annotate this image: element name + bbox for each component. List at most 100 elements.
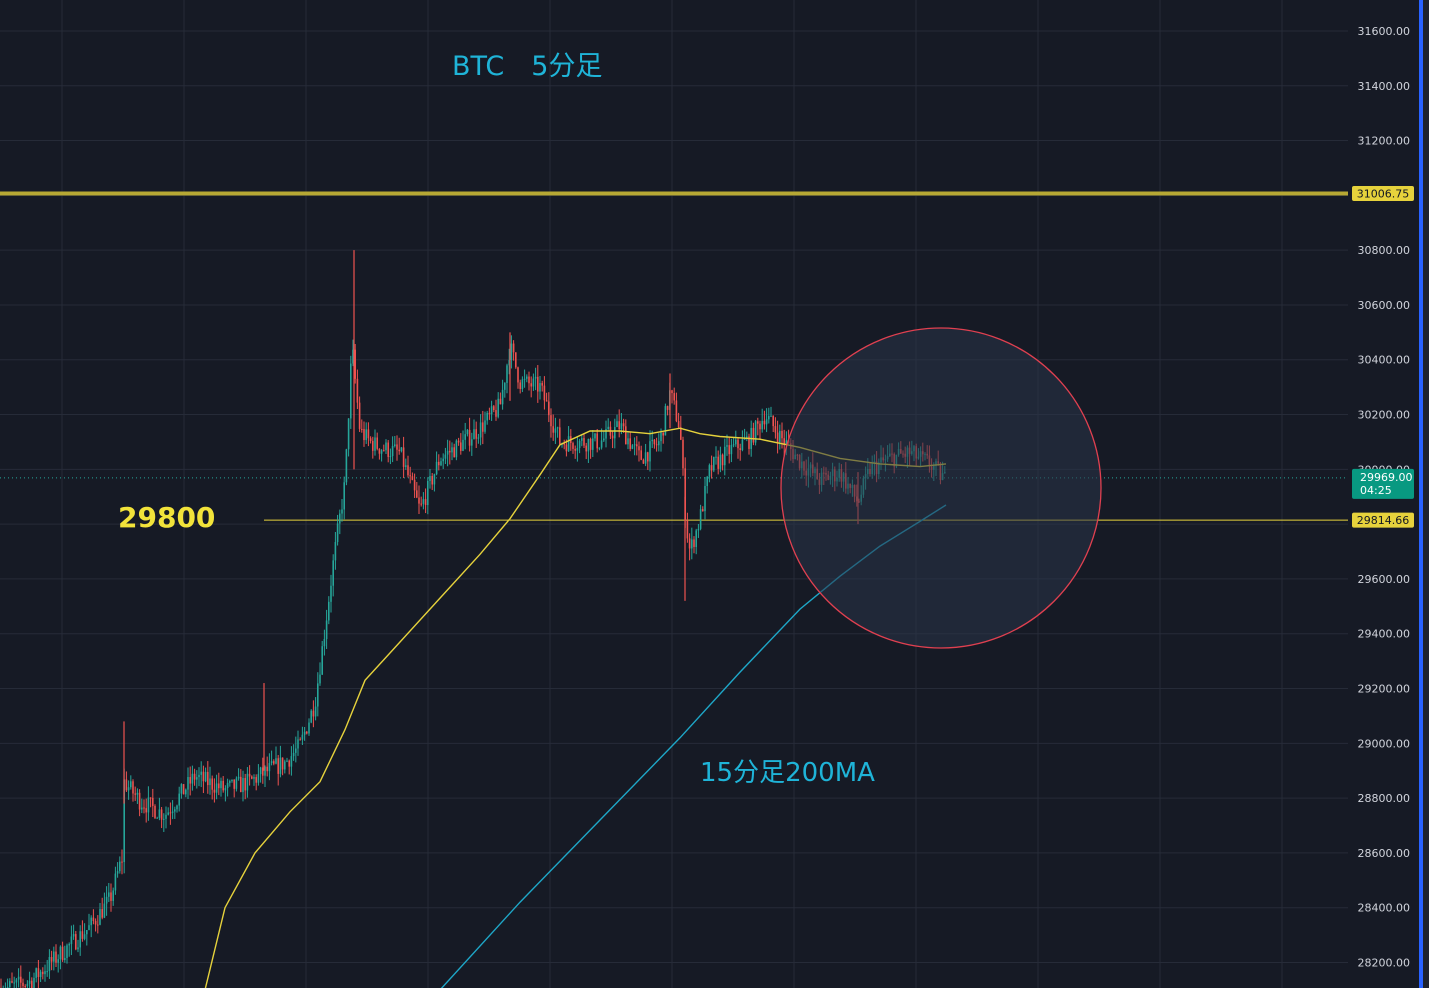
candle-body [435,461,438,475]
candle-body [286,760,288,762]
candle-body [611,435,614,439]
candle-body [642,459,645,464]
candle-body [259,767,262,775]
candle-body [369,438,372,441]
candle-body [198,774,200,778]
candle-body [132,781,134,794]
candle-body [97,924,99,926]
candle-body [152,797,154,806]
candle-body [649,441,651,462]
candle-body [625,426,627,445]
candle-body [675,400,678,422]
candle-body [372,440,374,451]
candle-body [37,968,40,978]
candle-body [607,426,609,430]
candle-body [548,401,550,416]
candle-body [556,427,559,429]
candle-body [464,434,466,440]
candle-body [658,441,660,446]
price-tick-label: 30200.00 [1358,409,1411,422]
candle-body [438,461,440,466]
candle-body [123,779,125,863]
candle-body [156,817,158,819]
candle-body [75,934,77,950]
candle-body [396,444,398,450]
candle-body [328,601,330,621]
last-price-tag: 29969.00 04:25 [1352,468,1414,499]
candle-body [585,445,587,452]
candle-body [493,406,495,411]
candle-body [314,706,317,717]
candle-body [567,436,570,452]
candle-body [457,440,460,443]
candle-body [704,485,706,512]
chart-title: BTC 5分足 [452,51,602,82]
candle-body [510,343,513,361]
candle-body [677,421,680,428]
candle-body [347,418,350,450]
candle-body [101,909,103,918]
candle-body [680,427,682,440]
candle-body [768,416,770,420]
candle-body [559,427,561,445]
candle-body [693,539,695,547]
candle-body [332,560,334,586]
candle-body [185,789,187,795]
candle-body [378,448,381,454]
scrollbar-track[interactable] [1419,0,1429,988]
candle-body [739,448,741,451]
candle-body [614,427,616,439]
candle-body [479,422,482,438]
candle-body [565,444,568,452]
candle-body [339,513,341,524]
candle-body [299,739,301,741]
candle-body [352,349,354,364]
candle-body [473,429,475,440]
candle-body [429,476,431,482]
candle-body [231,779,233,782]
candle-body [499,398,502,405]
candle-body [407,465,409,476]
candle-body [61,946,64,961]
candle-body [383,450,385,452]
candle-body [193,773,196,780]
candle-body [356,378,359,403]
candle-body [237,776,240,779]
candle-body [334,542,337,561]
candle-body [460,442,462,451]
candle-body [389,456,392,458]
candle-body [209,778,211,786]
candle-body [279,757,282,774]
candle-body [710,465,713,471]
candle-body [53,951,55,962]
candle-body [618,421,620,430]
price-tick-label: 28400.00 [1358,902,1411,915]
candle-body [233,779,235,789]
candle-body [325,620,328,639]
candle-body [281,757,284,770]
candle-body [691,539,693,549]
candle-body [31,980,33,988]
candle-body [358,402,361,429]
candle-body [22,982,24,987]
candle-body [253,777,255,779]
candle-body [174,809,176,812]
candle-body [574,448,576,451]
price-tick-label: 28600.00 [1358,847,1411,860]
candle-body [160,809,163,820]
candle-body [26,983,29,987]
candle-body [202,771,205,782]
candle-body [402,447,405,467]
candle-body [44,971,46,975]
support-price-label: 29814.66 [1357,514,1410,527]
candle-body [83,934,86,939]
price-tick-label: 29400.00 [1358,628,1411,641]
candle-body [495,410,497,417]
candle-body [376,437,378,449]
support-price-tag: 29814.66 [1352,512,1414,528]
candle-body [180,784,183,794]
candle-body [759,423,761,430]
candle-body [512,343,515,353]
price-tick-label: 29600.00 [1358,573,1411,586]
